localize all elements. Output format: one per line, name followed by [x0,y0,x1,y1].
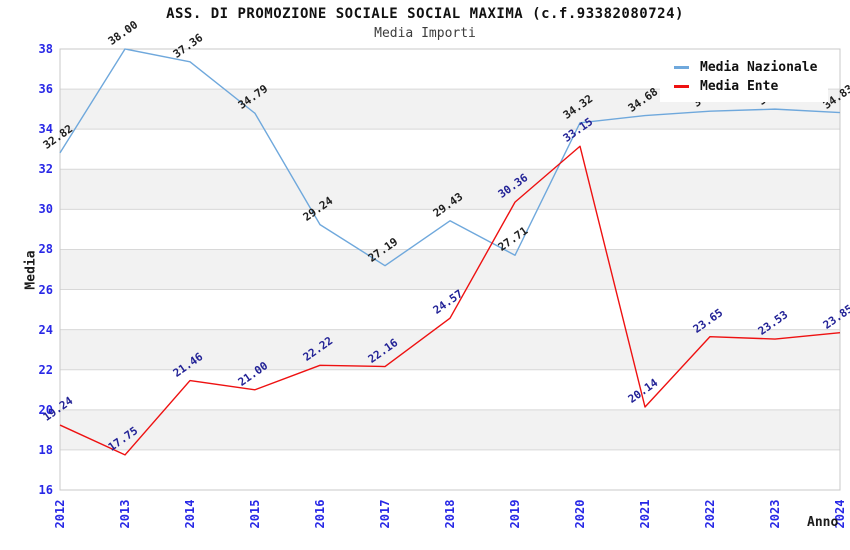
y-tick-label: 18 [38,442,53,457]
x-tick-label: 2015 [248,499,262,529]
x-tick-label: 2020 [573,499,587,529]
y-tick-label: 26 [38,282,53,297]
x-tick-label: 2012 [53,499,67,529]
chart-title: ASS. DI PROMOZIONE SOCIALE SOCIAL MAXIMA… [166,6,684,22]
legend-label-media-ente: Media Ente [700,79,779,94]
x-axis-title: Anno [807,515,839,530]
y-tick-label: 38 [38,42,53,56]
legend-item-media-ente: Media Ente [660,77,828,96]
x-tick-label: 2022 [703,499,717,529]
x-tick-label: 2019 [508,499,522,529]
y-tick-label: 36 [38,82,53,97]
x-tick-label: 2021 [638,499,652,529]
x-tick-label: 2018 [443,499,457,529]
legend-item-media-nazionale: Media Nazionale [660,58,828,77]
x-tick-label: 2023 [768,499,782,529]
y-tick-label: 34 [38,122,53,137]
legend-line-swatch-blue-icon [674,66,689,69]
x-tick-label: 2017 [378,499,392,529]
chart-subtitle: Media Importi [374,26,476,41]
y-tick-label: 30 [38,202,53,217]
y-tick-label: 22 [38,362,53,377]
legend-line-swatch-red-icon [674,85,689,88]
legend-label-media-nazionale: Media Nazionale [700,60,818,75]
y-tick-label: 28 [38,242,53,257]
legend: Media Nazionale Media Ente [660,56,828,102]
y-tick-label: 16 [38,483,53,497]
y-tick-label: 32 [38,162,53,177]
x-tick-label: 2013 [118,499,132,529]
x-tick-label: 2014 [183,499,197,529]
y-tick-label: 20 [38,402,53,417]
x-tick-label: 2016 [313,499,327,529]
y-tick-label: 24 [38,322,53,337]
